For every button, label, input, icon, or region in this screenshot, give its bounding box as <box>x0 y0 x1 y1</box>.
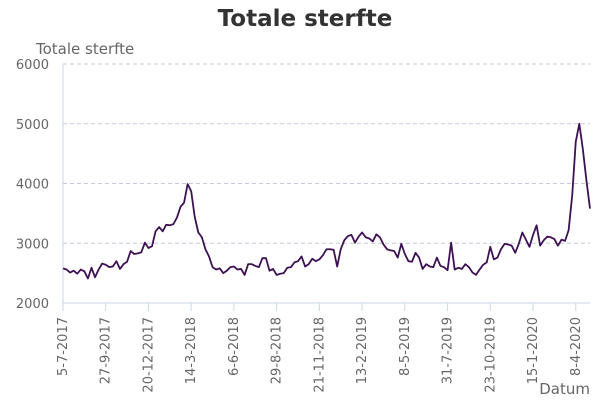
y-tick-label: 3000 <box>16 237 49 252</box>
x-tick-label: 8-4-2020 <box>569 317 584 376</box>
x-tick-label: 5-7-2017 <box>56 317 71 376</box>
chart-title: Totale sterfte <box>217 6 393 32</box>
x-tick-label: 21-11-2018 <box>312 317 327 393</box>
x-tick-label: 13-2-2019 <box>355 317 370 384</box>
x-tick-label: 31-7-2019 <box>441 317 456 384</box>
x-tick-label: 14-3-2018 <box>184 317 199 384</box>
x-tick-label: 8-5-2019 <box>398 317 413 376</box>
y-tick-label: 6000 <box>16 58 49 73</box>
x-tick-label: 6-6-2018 <box>227 317 242 376</box>
x-tick-label: 23-10-2019 <box>483 317 498 393</box>
y-tick-label: 2000 <box>16 297 49 312</box>
y-tick-label: 4000 <box>16 178 49 193</box>
x-tick-label: 15-1-2020 <box>526 317 541 384</box>
y-tick-label: 5000 <box>16 118 49 133</box>
y-axis-label: Totale sterfte <box>36 40 135 58</box>
series-line-totale-sterfte <box>62 122 591 280</box>
x-tick-label: 29-8-2018 <box>270 317 285 384</box>
x-tick-label: 27-9-2017 <box>99 317 114 384</box>
x-tick-label: 20-12-2017 <box>141 317 156 393</box>
x-axis-label: Datum <box>539 380 590 398</box>
